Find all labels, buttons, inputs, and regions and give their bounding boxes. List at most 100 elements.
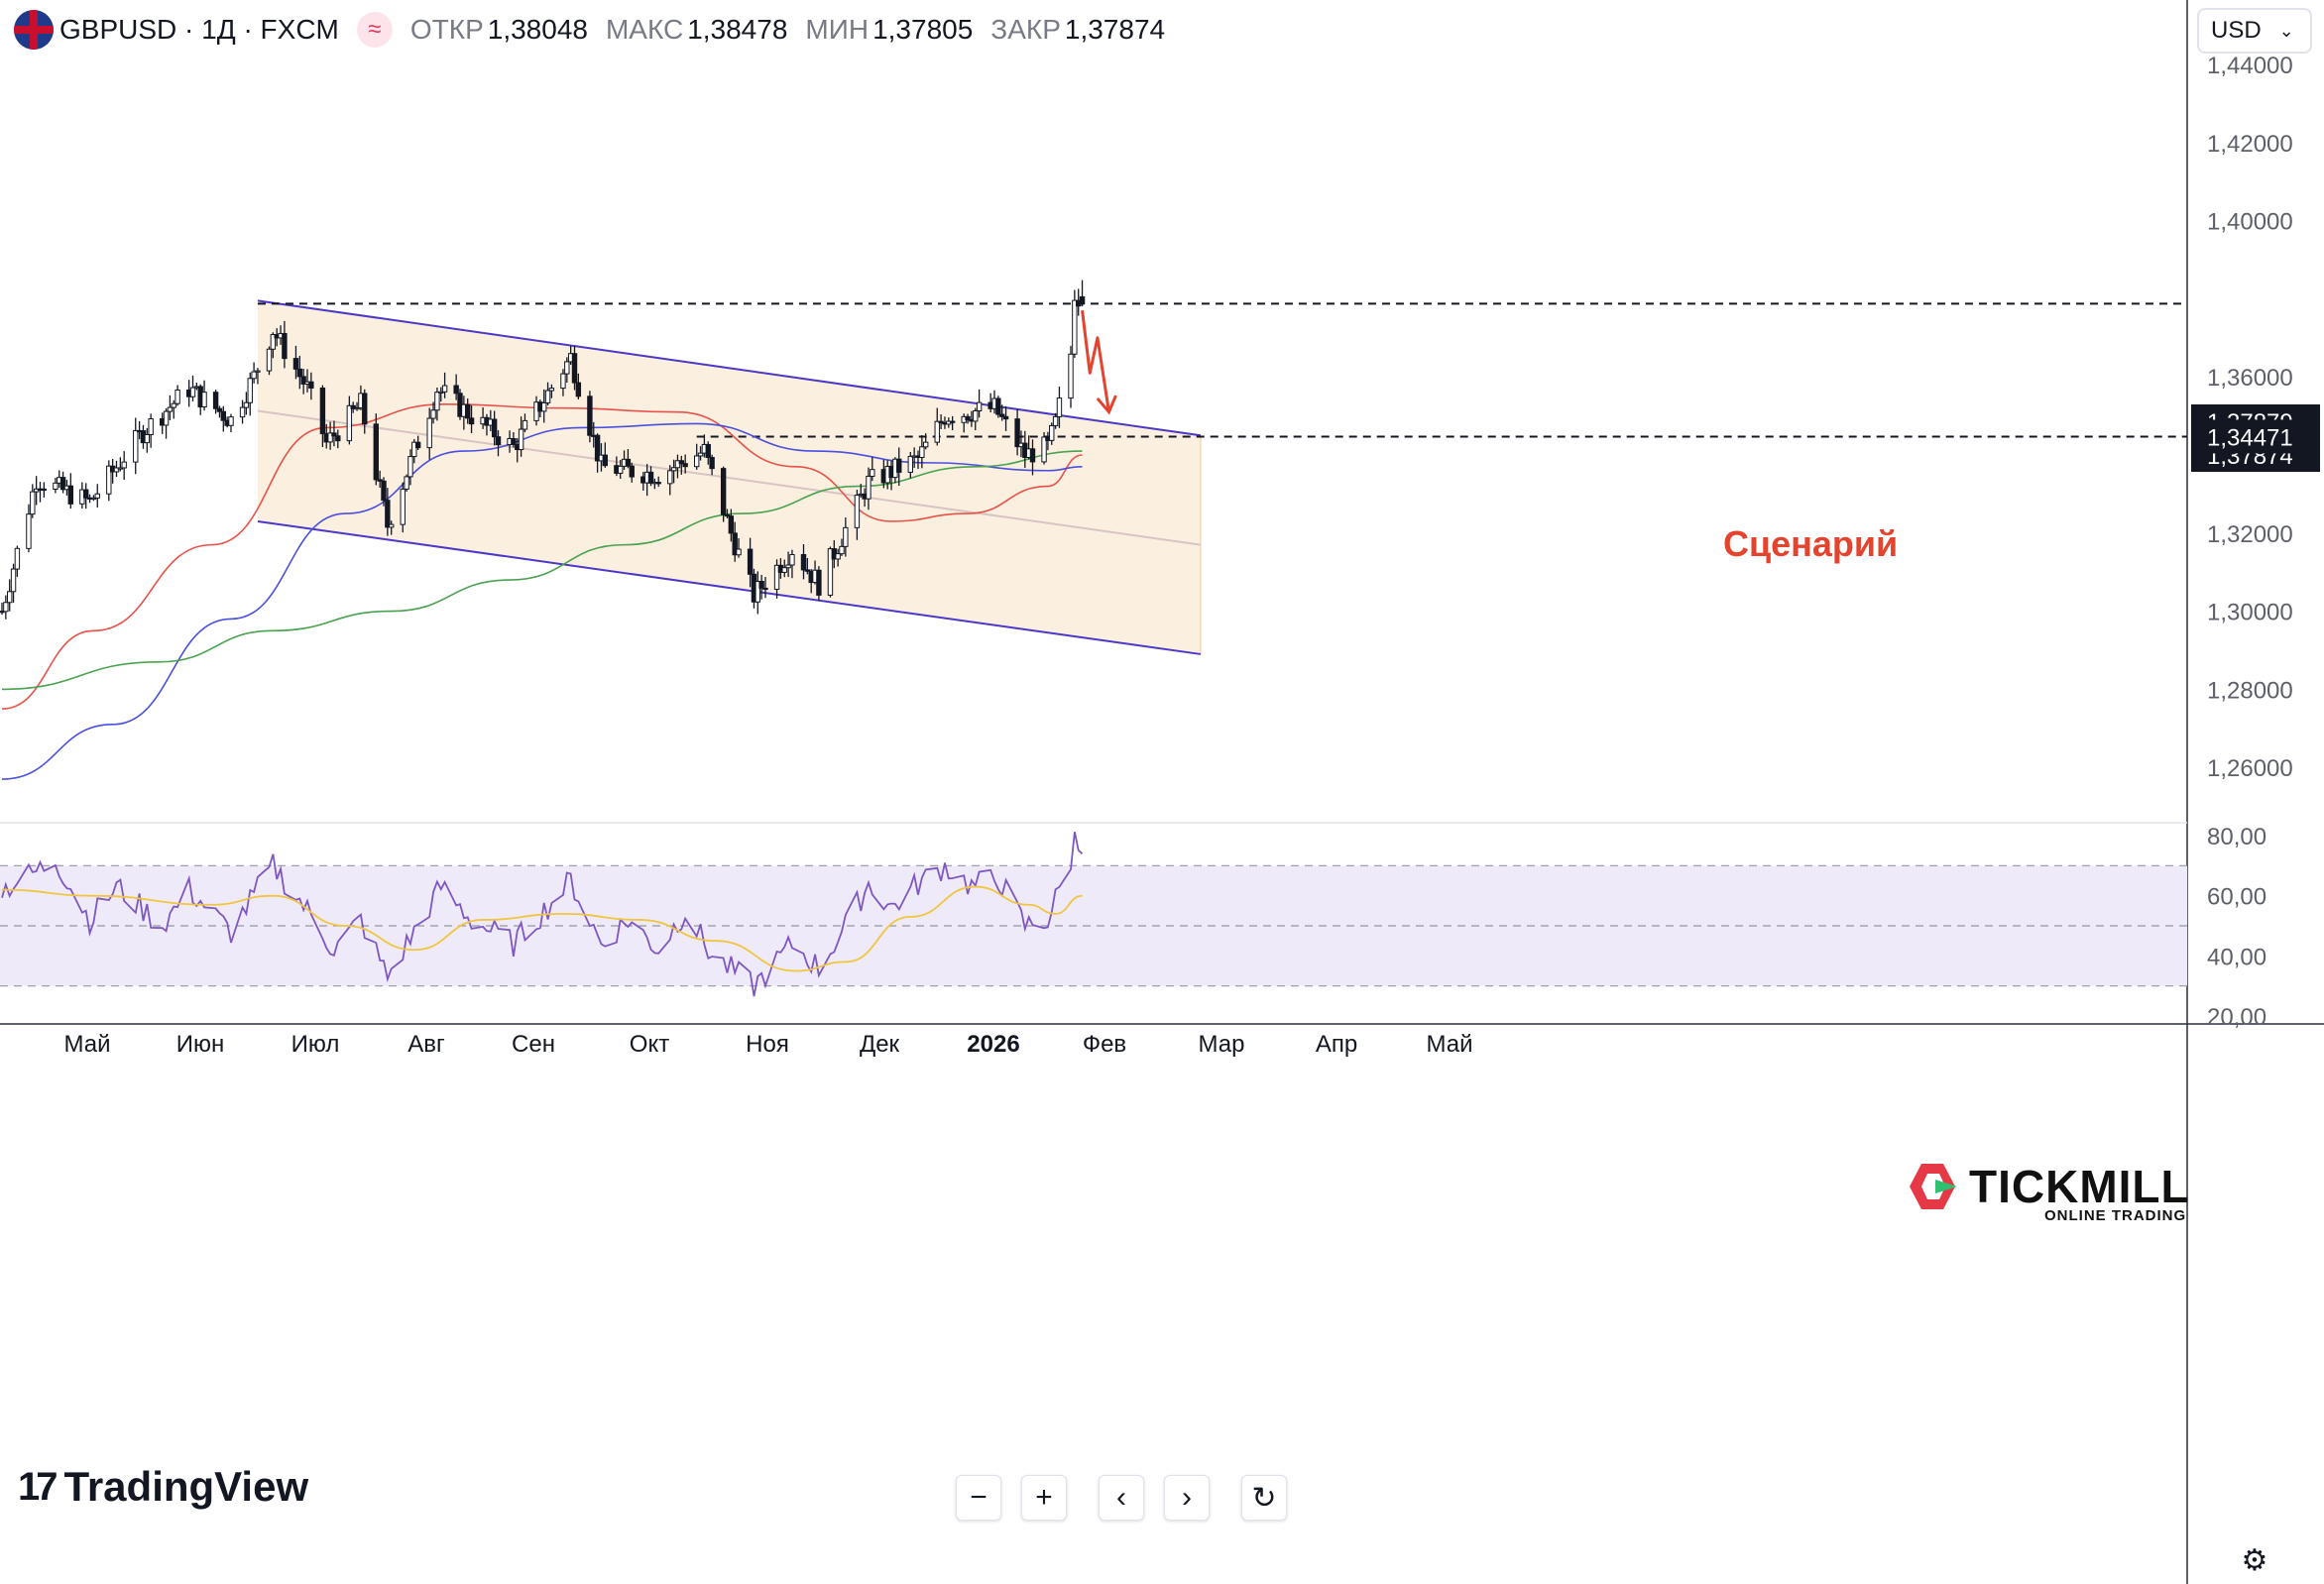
candle[interactable] — [602, 442, 608, 468]
candle[interactable] — [709, 454, 715, 476]
candle[interactable] — [201, 380, 207, 411]
candle[interactable] — [571, 345, 578, 391]
candle[interactable] — [866, 467, 872, 510]
candle[interactable] — [843, 517, 849, 557]
candle[interactable] — [1014, 408, 1020, 456]
candle[interactable] — [239, 399, 246, 424]
channel-lower-line[interactable] — [257, 519, 1202, 655]
candle[interactable] — [973, 407, 979, 431]
candle[interactable] — [438, 387, 444, 402]
scroll-right-button[interactable]: › — [1164, 1475, 1210, 1521]
candle[interactable] — [762, 577, 768, 599]
candle[interactable] — [705, 441, 711, 465]
candle[interactable] — [41, 482, 48, 498]
candle[interactable] — [53, 478, 58, 494]
candle[interactable] — [430, 401, 436, 424]
approx-wave-icon[interactable]: ≈ — [356, 12, 393, 48]
candle[interactable] — [59, 471, 66, 494]
candle[interactable] — [133, 417, 139, 475]
candle[interactable] — [434, 387, 440, 421]
candle[interactable] — [594, 433, 601, 473]
zoom-in-button[interactable]: + — [1021, 1475, 1067, 1521]
candle[interactable] — [426, 407, 432, 460]
settings-gear-icon[interactable]: ⚙ — [2241, 1543, 2268, 1577]
candle[interactable] — [228, 413, 234, 433]
candle[interactable] — [308, 372, 314, 400]
candle[interactable] — [377, 470, 383, 489]
candle[interactable] — [404, 474, 409, 493]
candle[interactable] — [816, 566, 822, 601]
candle[interactable] — [835, 548, 841, 567]
candle[interactable] — [670, 459, 677, 484]
candle[interactable] — [618, 460, 624, 479]
candle[interactable] — [728, 509, 735, 542]
candle[interactable] — [163, 408, 170, 439]
candle[interactable] — [491, 410, 498, 446]
candle[interactable] — [411, 438, 417, 464]
candle[interactable] — [90, 495, 97, 502]
candle[interactable] — [414, 435, 421, 450]
candle[interactable] — [667, 465, 673, 496]
candle[interactable] — [83, 483, 89, 509]
candle[interactable] — [1052, 412, 1059, 429]
candle[interactable] — [755, 571, 760, 615]
candle[interactable] — [678, 455, 684, 475]
candle[interactable] — [736, 538, 742, 558]
tradingview-logo[interactable]: 17 TradingView — [18, 1463, 308, 1511]
candle[interactable] — [296, 355, 303, 390]
candle[interactable] — [854, 490, 861, 540]
candle[interactable] — [1049, 422, 1055, 445]
candle[interactable] — [785, 551, 791, 578]
candle[interactable] — [629, 462, 635, 483]
candle[interactable] — [575, 373, 582, 399]
candle[interactable] — [587, 391, 593, 443]
candle[interactable] — [400, 482, 406, 533]
candle[interactable] — [560, 369, 566, 396]
candle[interactable] — [720, 466, 727, 522]
candle[interactable] — [541, 389, 547, 423]
candle[interactable] — [319, 385, 326, 448]
candle[interactable] — [1068, 345, 1074, 408]
candle[interactable] — [385, 488, 391, 536]
candle[interactable] — [94, 484, 100, 509]
candle[interactable] — [724, 509, 731, 518]
candle[interactable] — [354, 401, 360, 411]
candle[interactable] — [896, 447, 902, 487]
candle[interactable] — [251, 362, 257, 384]
candle[interactable] — [1072, 289, 1078, 359]
candle[interactable] — [121, 451, 127, 481]
candle[interactable] — [381, 477, 387, 507]
candle[interactable] — [212, 390, 219, 414]
candle[interactable] — [266, 346, 273, 376]
candle[interactable] — [923, 433, 929, 450]
candle[interactable] — [113, 460, 120, 478]
candle[interactable] — [655, 476, 661, 488]
candle[interactable] — [346, 396, 353, 445]
candle[interactable] — [674, 454, 681, 479]
scroll-left-button[interactable]: ‹ — [1099, 1475, 1144, 1521]
candle[interactable] — [548, 384, 555, 398]
candle[interactable] — [189, 375, 196, 401]
candle[interactable] — [544, 382, 551, 406]
candle[interactable] — [389, 520, 395, 535]
candle[interactable] — [907, 451, 913, 479]
candle[interactable] — [522, 413, 528, 433]
candle[interactable] — [373, 413, 380, 486]
price-tag-2[interactable]: 1,34471 — [2191, 419, 2320, 454]
candle[interactable] — [682, 454, 688, 474]
candle[interactable] — [804, 557, 811, 575]
candle[interactable] — [362, 389, 368, 434]
candle[interactable] — [171, 399, 176, 419]
candle[interactable] — [697, 446, 704, 461]
candle[interactable] — [441, 372, 448, 398]
candle[interactable] — [732, 521, 738, 562]
candle[interactable] — [800, 544, 807, 580]
candle[interactable] — [30, 484, 36, 518]
candle[interactable] — [174, 385, 180, 406]
candle[interactable] — [1041, 431, 1047, 465]
candle[interactable] — [335, 429, 341, 449]
candle[interactable] — [694, 443, 700, 470]
candle[interactable] — [3, 595, 9, 620]
candle[interactable] — [216, 405, 223, 418]
